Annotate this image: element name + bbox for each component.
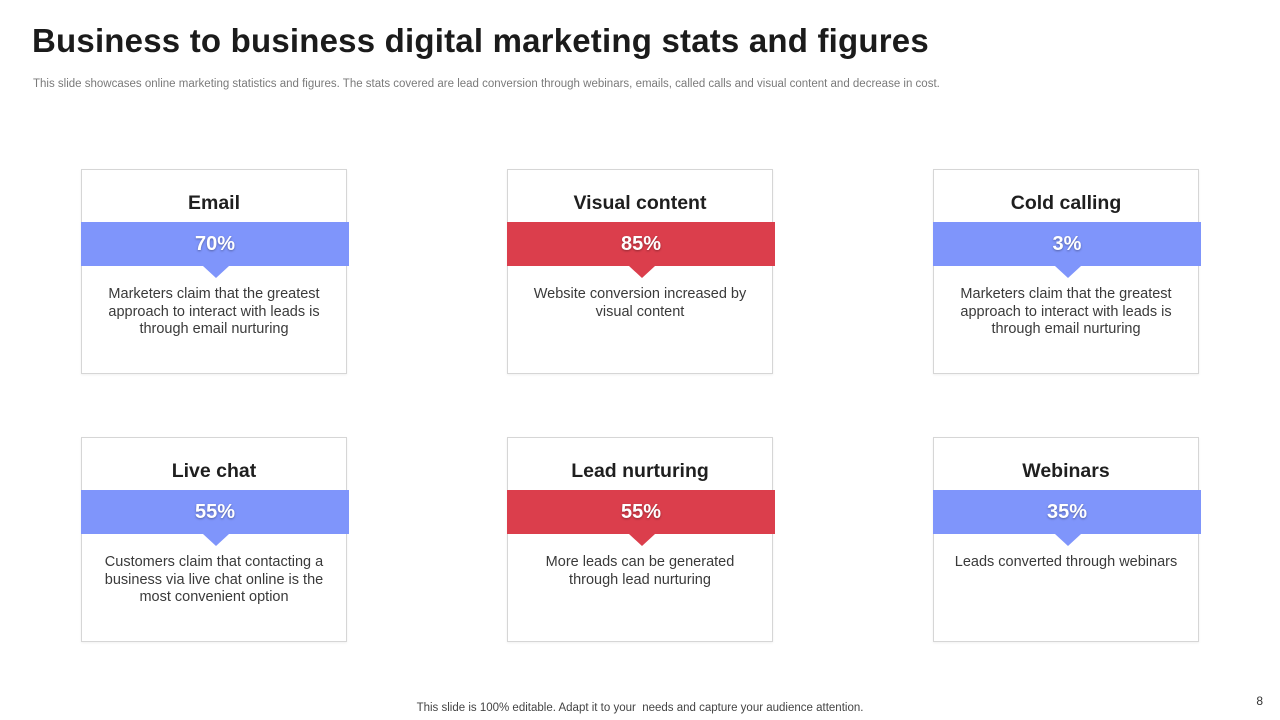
- percent-band: 35%: [933, 490, 1201, 546]
- pointer-notch: [629, 534, 655, 546]
- percent-value: 35%: [1046, 501, 1088, 523]
- pointer-notch: [1055, 266, 1081, 278]
- card-title: Webinars: [1022, 460, 1110, 482]
- percent-value: 85%: [620, 233, 662, 255]
- percent-band: 55%: [81, 490, 349, 546]
- stat-card-live-chat: Live chat 55% Customers claim that conta…: [81, 437, 349, 642]
- pointer-notch: [203, 534, 229, 546]
- card-description: More leads can be generated through lead…: [545, 554, 735, 588]
- card-title: Visual content: [573, 192, 707, 214]
- percent-band: 3%: [933, 222, 1201, 278]
- card-title: Lead nurturing: [571, 460, 709, 482]
- footer-note: This slide is 100% editable. Adapt it to…: [416, 702, 864, 714]
- stat-card-visual-content: Visual content 85% Website conversion in…: [507, 169, 775, 374]
- percent-value: 70%: [194, 233, 236, 255]
- pointer-notch: [203, 266, 229, 278]
- stat-card-cold-calling: Cold calling 3% Marketers claim that the…: [933, 169, 1201, 374]
- card-description: Customers claim that contacting a busine…: [104, 554, 324, 605]
- card-description: Marketers claim that the greatest approa…: [960, 286, 1172, 337]
- percent-band: 70%: [81, 222, 349, 278]
- percent-value: 55%: [620, 501, 662, 523]
- stat-card-webinars: Webinars 35% Leads converted through web…: [933, 437, 1201, 642]
- card-title: Cold calling: [1010, 192, 1122, 214]
- percent-value: 55%: [194, 501, 236, 523]
- card-description: Marketers claim that the greatest approa…: [108, 286, 320, 337]
- stat-card-email: Email 70% Marketers claim that the great…: [81, 169, 349, 374]
- percent-band: 55%: [507, 490, 775, 546]
- card-description: Leads converted through webinars: [954, 554, 1178, 570]
- percent-value: 3%: [1052, 233, 1082, 255]
- slide-subtitle: This slide showcases online marketing st…: [33, 78, 940, 90]
- pointer-notch: [629, 266, 655, 278]
- card-description: Website conversion increased by visual c…: [533, 286, 747, 320]
- card-title: Live chat: [171, 460, 257, 482]
- slide-title: Business to business digital marketing s…: [32, 22, 929, 59]
- stat-card-lead-nurturing: Lead nurturing 55% More leads can be gen…: [507, 437, 775, 642]
- page-number: 8: [1256, 694, 1263, 708]
- percent-band: 85%: [507, 222, 775, 278]
- card-title: Email: [187, 192, 241, 214]
- pointer-notch: [1055, 534, 1081, 546]
